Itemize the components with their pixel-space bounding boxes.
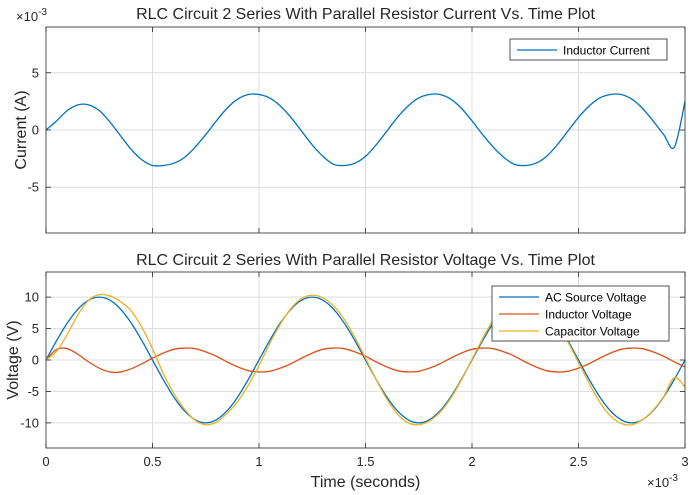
time-x-tick-label: 0 bbox=[42, 454, 49, 469]
current-series-group bbox=[45, 93, 686, 167]
voltage-ticks: 0 0.5 1 1.5 2 2.5 3 -10 -5 0 5 10 bbox=[20, 272, 689, 469]
voltage-legend-label-inductor-voltage: Inductor Voltage bbox=[545, 308, 632, 322]
current-y-tick-label: 5 bbox=[32, 65, 39, 80]
voltage-chart-title: RLC Circuit 2 Series With Parallel Resis… bbox=[136, 252, 595, 269]
voltage-y-tick-label: 5 bbox=[32, 321, 39, 336]
current-axes: -5 0 5 RLC Circuit 2 Series With Parallel … bbox=[13, 6, 686, 234]
current-legend-box bbox=[509, 38, 668, 61]
current-y-exponent-base: ×10 bbox=[16, 9, 38, 24]
current-y-axis-label: Current (A) bbox=[13, 90, 30, 169]
voltage-y-tick-label: 0 bbox=[32, 353, 39, 368]
time-x-exponent-power: -3 bbox=[669, 473, 678, 484]
time-x-tick-label: 1 bbox=[255, 454, 262, 469]
voltage-legend-label-ac-source-voltage: AC Source Voltage bbox=[545, 291, 647, 305]
current-y-exponent-power: -3 bbox=[38, 7, 47, 18]
time-x-tick-label: 2 bbox=[468, 454, 475, 469]
time-x-tick-label: 2.5 bbox=[569, 454, 587, 469]
time-x-tick-label: 3 bbox=[681, 454, 688, 469]
current-legend-label-inductor-current: Inductor Current bbox=[563, 44, 650, 58]
voltage-legend: AC Source Voltage Inductor Voltage Capacit… bbox=[491, 285, 670, 342]
current-y-tick-label: 0 bbox=[32, 123, 39, 138]
current-chart-title: RLC Circuit 2 Series With Parallel Resis… bbox=[136, 6, 595, 23]
current-y-tick-label: -5 bbox=[27, 180, 39, 195]
time-x-exponent-label: ×10-3 bbox=[647, 473, 678, 490]
current-series-inductor-current bbox=[45, 93, 686, 167]
voltage-series-ac-source-voltage bbox=[45, 296, 686, 424]
current-legend: Inductor Current bbox=[509, 38, 668, 61]
current-ticks: -5 0 5 bbox=[27, 27, 686, 233]
current-grid bbox=[46, 27, 685, 233]
time-x-tick-label: 1.5 bbox=[356, 454, 374, 469]
voltage-series-group bbox=[45, 293, 686, 426]
voltage-y-tick-label: 10 bbox=[25, 290, 39, 305]
voltage-y-tick-label: -5 bbox=[27, 384, 39, 399]
current-y-exponent-label: ×10-3 bbox=[16, 7, 47, 24]
voltage-series-inductor-voltage bbox=[45, 347, 686, 374]
voltage-legend-label-capacitor-voltage: Capacitor Voltage bbox=[545, 325, 640, 339]
voltage-series-capacitor-voltage bbox=[45, 293, 686, 426]
voltage-axes: 0 0.5 1 1.5 2 2.5 3 -10 -5 0 5 10 RLC Circuit 2 Ser… bbox=[5, 252, 689, 491]
voltage-y-tick-label: -10 bbox=[20, 415, 39, 430]
time-x-axis-label: Time (seconds) bbox=[311, 474, 421, 491]
voltage-y-axis-label: Voltage (V) bbox=[5, 320, 22, 399]
time-x-tick-label: 0.5 bbox=[143, 454, 161, 469]
time-x-exponent-base: ×10 bbox=[647, 475, 669, 490]
